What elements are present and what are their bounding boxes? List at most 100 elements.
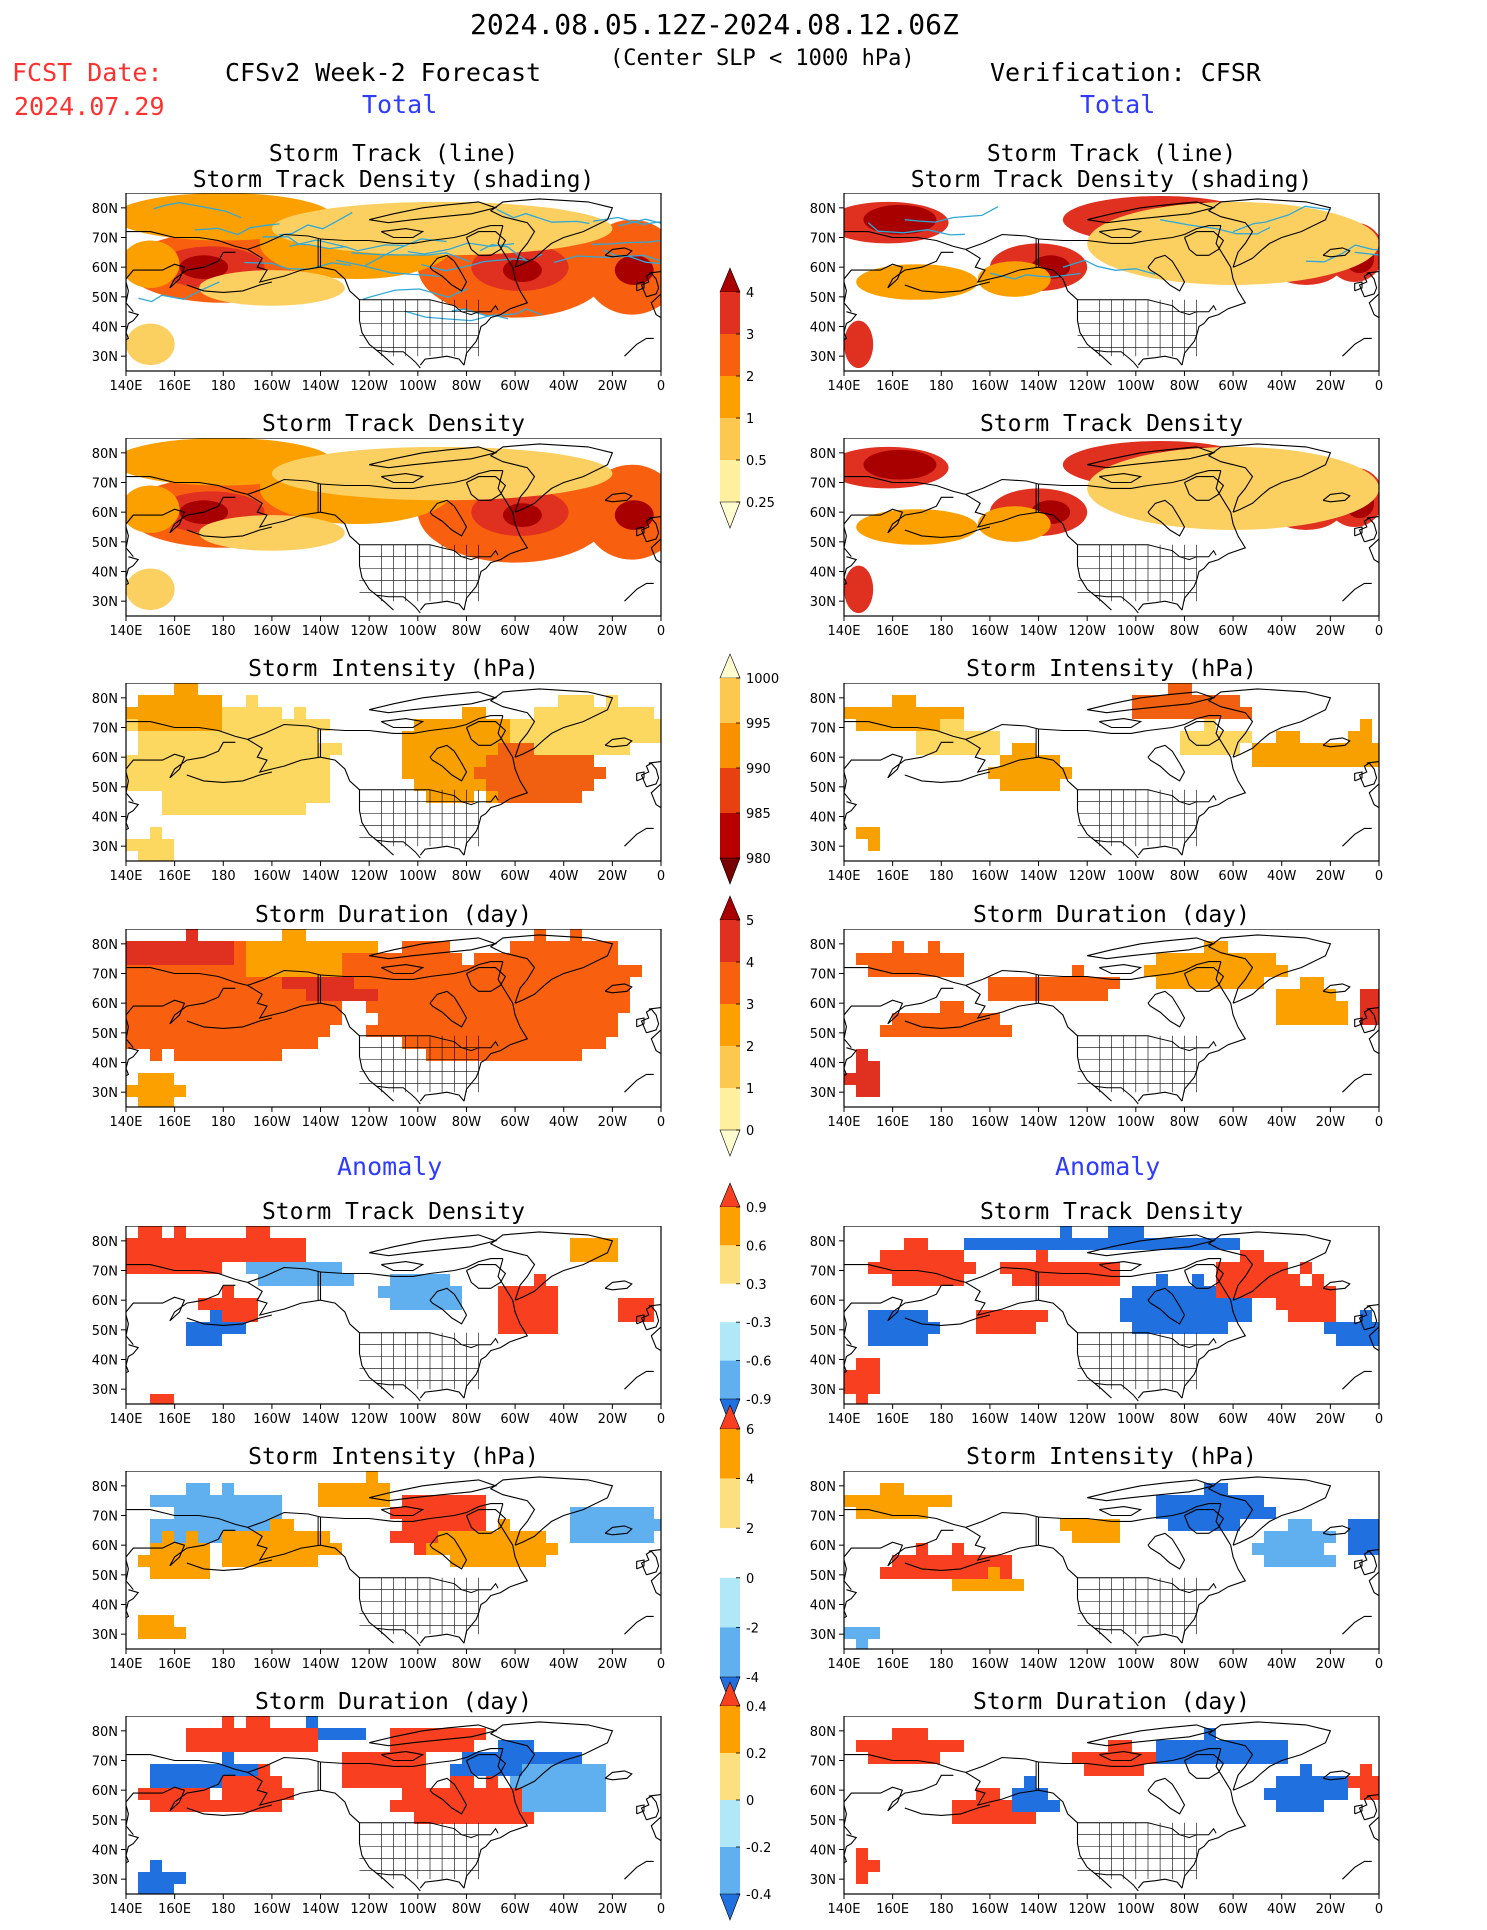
- field-cell: [174, 1627, 186, 1639]
- field-cell: [306, 1037, 318, 1049]
- field-cell: [162, 1238, 174, 1250]
- coastline: [419, 1388, 465, 1399]
- field-cell: [450, 731, 462, 743]
- field-cell: [198, 1025, 210, 1037]
- map-frame: [843, 683, 1380, 862]
- field-cell: [186, 1507, 198, 1519]
- field-cell: [1192, 977, 1204, 989]
- field-cell: [330, 965, 342, 977]
- field-cell: [546, 755, 558, 767]
- field-cell: [258, 977, 270, 989]
- lon-tick-label: 120W: [350, 1412, 388, 1427]
- field-cell: [246, 977, 258, 989]
- field-cell: [222, 779, 234, 791]
- colorbar-swatch: [720, 418, 740, 460]
- field-cell: [892, 953, 904, 965]
- coastline: [186, 526, 273, 538]
- field-cell: [928, 1740, 940, 1752]
- density-blob: [126, 323, 175, 366]
- field-cell: [534, 1025, 546, 1037]
- field-cell: [570, 1037, 582, 1049]
- field-cell: [1180, 977, 1192, 989]
- density-blob: [856, 509, 978, 545]
- coastline: [844, 801, 858, 831]
- coastline: [1181, 1503, 1247, 1644]
- field-cell: [174, 1531, 186, 1543]
- field-cell: [486, 767, 498, 779]
- field-cell: [558, 1764, 570, 1776]
- field-cell: [498, 1812, 510, 1824]
- colorbar-swatch: [720, 1245, 740, 1284]
- field-cell: [474, 755, 486, 767]
- field-cell: [486, 779, 498, 791]
- field-cell: [1024, 1274, 1036, 1286]
- field-cell: [880, 1262, 892, 1274]
- coastline: [1354, 1559, 1363, 1570]
- field-cell: [570, 989, 582, 1001]
- field-cell: [246, 1238, 258, 1250]
- coastline: [1322, 1770, 1351, 1781]
- field-cell: [570, 707, 582, 719]
- field-cell: [390, 989, 402, 1001]
- field-cell: [1144, 1298, 1156, 1310]
- density-blob: [856, 264, 978, 300]
- lon-tick-label: 20W: [1316, 1902, 1346, 1917]
- coastline: [844, 1509, 966, 1528]
- field-cell: [1252, 755, 1264, 767]
- field-cell: [222, 1531, 234, 1543]
- field-cell: [234, 1543, 246, 1555]
- coastline: [320, 961, 503, 980]
- lat-tick-label: 30N: [810, 840, 836, 855]
- field-cell: [426, 953, 438, 965]
- field-cell: [1000, 779, 1012, 791]
- field-cell: [138, 989, 150, 1001]
- field-cell: [318, 989, 330, 1001]
- field-cell: [1372, 1001, 1379, 1013]
- coastline: [604, 1280, 633, 1291]
- coastline: [1038, 1503, 1221, 1522]
- field-cell: [546, 1543, 558, 1555]
- field-cell: [1360, 989, 1372, 1001]
- coastline: [359, 1577, 499, 1594]
- coastline: [1368, 1326, 1379, 1352]
- field-cell: [868, 827, 880, 839]
- coastline: [1094, 349, 1139, 369]
- field-cell: [1000, 1025, 1012, 1037]
- field-cell: [450, 1519, 462, 1531]
- lon-tick-label: 160W: [253, 1115, 291, 1130]
- field-cell: [880, 1740, 892, 1752]
- field-cell: [222, 989, 234, 1001]
- lon-tick-label: 60W: [1218, 1657, 1248, 1672]
- field-cell: [486, 719, 498, 731]
- panel-title: Storm Track Density: [261, 1199, 526, 1225]
- field-cell: [904, 1740, 916, 1752]
- field-cell: [294, 707, 306, 719]
- field-cell: [904, 1495, 916, 1507]
- colorbar-swatch: [720, 962, 740, 1004]
- field-cell: [486, 1013, 498, 1025]
- coastline: [369, 446, 498, 469]
- field-cell: [438, 1812, 450, 1824]
- field-cell: [582, 1250, 594, 1262]
- lon-tick-label: 140W: [302, 379, 340, 394]
- lat-tick-label: 30N: [810, 595, 836, 610]
- field-cell: [928, 1013, 940, 1025]
- field-cell: [594, 1025, 606, 1037]
- map-field: [126, 193, 661, 369]
- coastline: [1183, 721, 1225, 746]
- field-cell: [988, 1567, 1000, 1579]
- coastline: [1366, 1794, 1379, 1797]
- field-cell: [904, 1322, 916, 1334]
- field-cell: [1276, 1740, 1288, 1752]
- coastline: [381, 473, 425, 484]
- field-cell: [210, 1037, 222, 1049]
- panel-title: Storm Duration (day): [255, 902, 532, 928]
- field-cell: [582, 1531, 594, 1543]
- field-cell: [546, 1286, 558, 1298]
- field-cell: [570, 755, 582, 767]
- lat-tick-label: 50N: [92, 1569, 118, 1584]
- field-cell: [294, 1740, 306, 1752]
- coastline: [1038, 266, 1112, 366]
- field-cell: [198, 1519, 210, 1531]
- field-cell: [138, 851, 150, 861]
